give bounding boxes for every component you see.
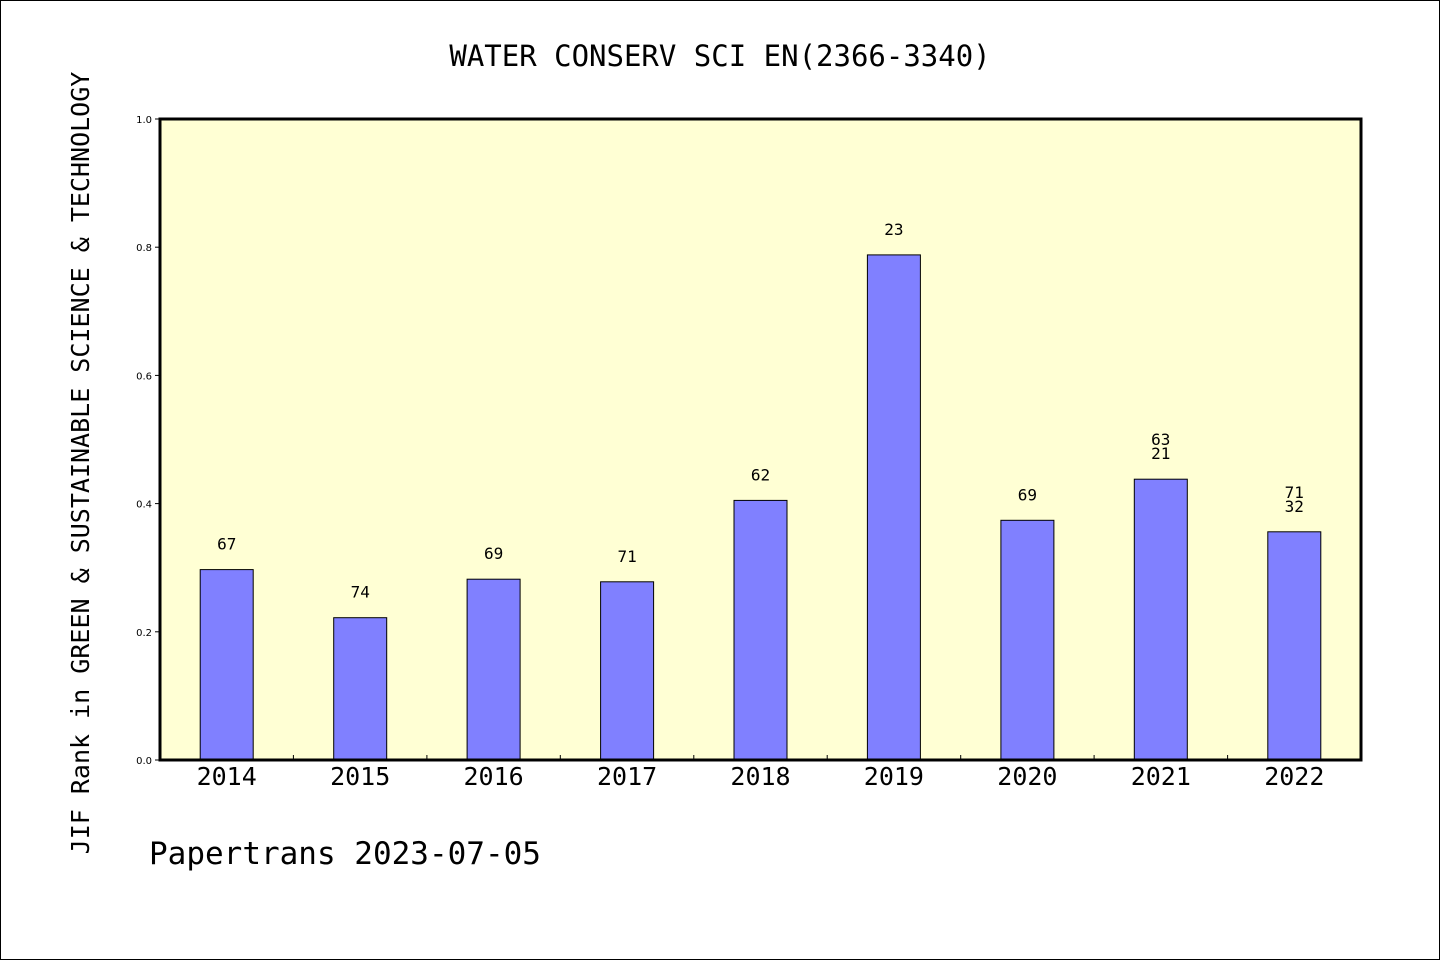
bar-value-label-2018-1: 62 (751, 465, 770, 484)
bar-2022 (1267, 531, 1322, 761)
bar-value-label-2022-1: 71 (1285, 483, 1304, 502)
y-tick-label-0-8: 0.8 (136, 243, 152, 254)
bar-value-label-2016-1: 69 (484, 544, 503, 563)
bar-value-label-2021-1: 63 (1151, 430, 1170, 449)
x-tick-label-2015: 2015 (330, 762, 390, 791)
x-tick-label-2014: 2014 (197, 762, 257, 791)
bar-2019 (866, 254, 921, 761)
bar-2017 (600, 581, 655, 761)
bar-value-label-2014-1: 67 (217, 535, 236, 554)
x-tick-label-2022: 2022 (1264, 762, 1324, 791)
bar-2014 (199, 569, 254, 761)
footer-credit: Papertrans 2023-07-05 (149, 836, 541, 872)
bar-2016 (466, 578, 521, 761)
x-tick-label-2020: 2020 (997, 762, 1057, 791)
bar-value-label-2021-2: 21 (1151, 444, 1170, 463)
bar-2021 (1133, 478, 1188, 761)
y-axis-label: JIF Rank in GREEN & SUSTAINABLE SCIENCE … (66, 72, 95, 855)
bar-value-label-2019-1: 23 (884, 220, 903, 239)
y-tick-label-1-0: 1.0 (136, 115, 152, 126)
x-tick-label-2016: 2016 (463, 762, 523, 791)
plot-area: 67 2014 74 2015 69 2016 71 2017 62 2018 23 2019 69 20… (136, 115, 1363, 791)
y-tick-label-0-2: 0.2 (136, 628, 152, 639)
x-tick-label-2019: 2019 (864, 762, 924, 791)
y-tick-label-0-6: 0.6 (136, 371, 152, 382)
bar-2020 (1000, 519, 1055, 761)
y-tick-label-0-4: 0.4 (136, 500, 152, 511)
bar-2018 (733, 499, 788, 761)
y-tick-label-0-0: 0.0 (136, 756, 152, 767)
bar-value-label-2022-2: 32 (1285, 497, 1304, 516)
x-tick-label-2018: 2018 (730, 762, 790, 791)
x-tick-label-2021: 2021 (1131, 762, 1191, 791)
bar-value-label-2020-1: 69 (1018, 485, 1037, 504)
chart-title: WATER CONSERV SCI EN(2366-3340) (449, 39, 990, 73)
bar-value-label-2015-1: 74 (351, 583, 370, 602)
bar-2015 (333, 617, 388, 761)
plot-border (158, 117, 1363, 762)
bar-value-label-2017-1: 71 (617, 547, 636, 566)
x-tick-label-2017: 2017 (597, 762, 657, 791)
